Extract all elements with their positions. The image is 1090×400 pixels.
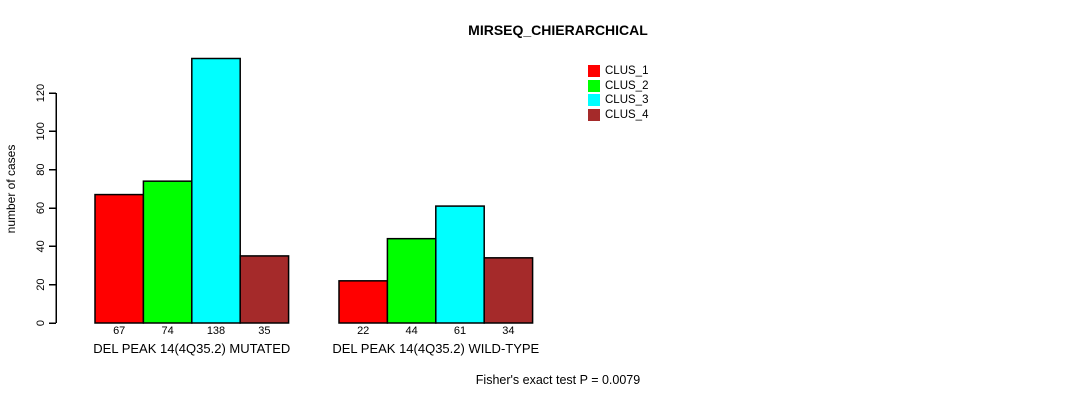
- y-tick-label: 100: [35, 122, 47, 140]
- legend-item-clus_3: CLUS_3: [588, 94, 648, 106]
- bar-value-label: 138: [207, 325, 225, 337]
- legend-label: CLUS_4: [605, 108, 649, 121]
- legend-label: CLUS_3: [605, 94, 649, 106]
- y-tick-label: 0: [35, 320, 47, 326]
- bar-clus_3-group1: [191, 57, 241, 324]
- y-tick-label: 20: [35, 279, 47, 291]
- legend-swatch-clus_4: [588, 108, 600, 121]
- bar-value-label: 67: [113, 325, 125, 337]
- legend-item-clus_4: CLUS_4: [588, 108, 649, 121]
- bar-clus_1-group2: [338, 280, 389, 324]
- bar-value-label: 22: [357, 325, 369, 337]
- bar-value-label: 34: [502, 325, 514, 337]
- bar-clus_2-group2: [386, 237, 437, 324]
- legend-item-clus_2: CLUS_2: [588, 79, 649, 92]
- legend: CLUS_1 CLUS_2 CLUS_3 CLUS_4: [588, 65, 648, 121]
- y-tick-label: 40: [35, 240, 47, 252]
- legend-label: CLUS_2: [605, 79, 649, 92]
- y-tick-label: 120: [35, 84, 47, 102]
- chart-title: MIRSEQ_CHIERARCHICAL: [468, 22, 648, 38]
- bar-value-label: 61: [454, 325, 466, 337]
- legend-swatch-clus_3: [588, 94, 600, 106]
- bar-clus_4-group1: [239, 255, 290, 324]
- group-label: DEL PEAK 14(4Q35.2) MUTATED: [93, 341, 290, 356]
- bar-clus_1-group1: [94, 193, 145, 324]
- y-tick-label: 60: [35, 202, 47, 214]
- bar-value-label: 74: [161, 325, 173, 337]
- bar-clus_3-group2: [435, 205, 485, 324]
- legend-item-clus_1: CLUS_1: [588, 65, 648, 77]
- bar-value-label: 44: [405, 325, 417, 337]
- y-tick-label: 80: [35, 164, 47, 176]
- legend-swatch-clus_2: [588, 79, 600, 92]
- legend-label: CLUS_1: [605, 65, 649, 77]
- bar-clus_2-group1: [142, 180, 193, 324]
- bar-value-label: 35: [258, 325, 270, 337]
- annotation-text: Fisher's exact test P = 0.0079: [475, 373, 641, 387]
- bar-clus_4-group2: [483, 257, 534, 324]
- legend-swatch-clus_1: [588, 65, 600, 77]
- group-label: DEL PEAK 14(4Q35.2) WILD-TYPE: [332, 341, 539, 356]
